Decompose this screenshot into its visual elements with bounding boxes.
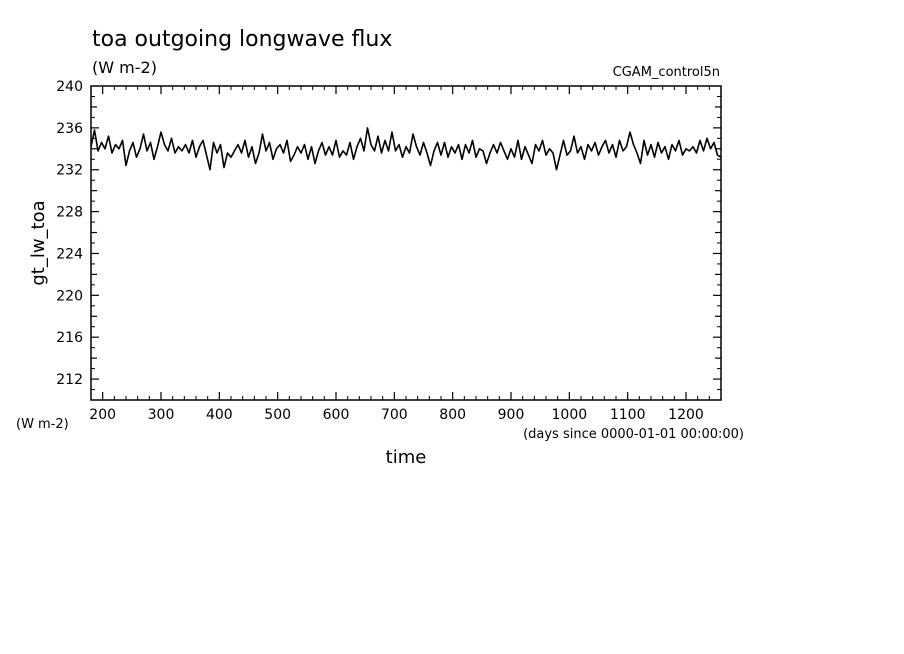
x-tick-label: 800 [439,407,466,423]
y-tick-label: 212 [56,372,83,388]
y-tick-label: 228 [56,205,83,221]
chart-subtitle: (W m-2) [92,58,157,77]
x-tick-label: 900 [498,407,525,423]
x-axis-label: time [386,447,427,468]
y-tick-label: 232 [56,163,83,179]
y-tick-label: 224 [56,246,83,262]
chart-title: toa outgoing longwave flux [92,27,392,52]
x-axis-units: (days since 0000-01-01 00:00:00) [523,427,744,442]
y-tick-label: 220 [56,288,83,304]
x-tick-label: 1000 [552,407,588,423]
x-tick-label: 500 [264,407,291,423]
x-tick-label: 400 [206,407,233,423]
y-tick-label: 236 [56,121,83,137]
series-group [90,127,722,171]
y-tick-label: 240 [56,79,83,95]
dataset-label: CGAM_control5n [613,65,720,80]
plot-frame [90,85,722,401]
x-tick-label: 200 [89,407,116,423]
x-tick-label: 700 [381,407,408,423]
series-line [90,127,722,171]
y-axis-label: gt_lw_toa [28,200,49,285]
y-axis-units: (W m-2) [16,417,69,432]
x-tick-label: 600 [323,407,350,423]
y-tick-label: 216 [56,330,83,346]
x-tick-label: 1200 [668,407,704,423]
x-tick-label: 1100 [610,407,646,423]
x-tick-label: 300 [148,407,175,423]
tick-label-group: 200 300 400 500 600 700 800 900 1000 1100 1200 212 2… [56,79,704,423]
